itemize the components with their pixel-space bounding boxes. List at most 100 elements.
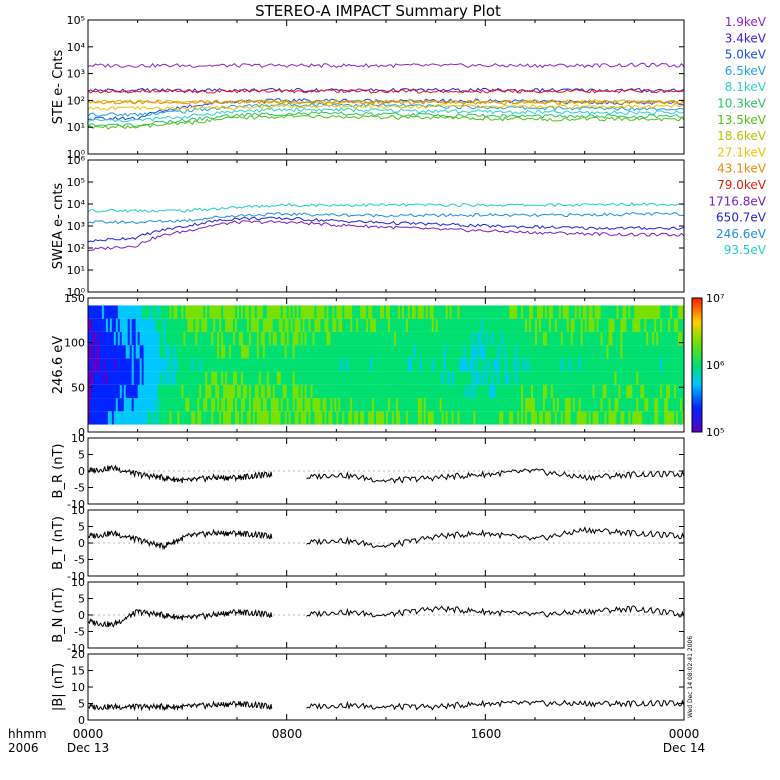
heatmap-cell: [475, 358, 478, 372]
heatmap-cell: [248, 358, 252, 372]
heatmap-cell: [219, 318, 222, 332]
heatmap-cell: [300, 331, 303, 346]
heatmap-cell: [244, 318, 248, 332]
heatmap-cell: [634, 305, 637, 319]
heatmap-cell: [580, 331, 584, 346]
heatmap-cell: [175, 411, 178, 425]
heatmap-cell: [225, 371, 228, 385]
heatmap-cell: [552, 411, 556, 425]
swea-ytick-label: 10³: [67, 220, 85, 233]
heatmap-cell: [362, 371, 365, 385]
heatmap-cell: [213, 411, 216, 425]
heatmap-cell: [497, 371, 500, 385]
heatmap-cell: [399, 305, 403, 319]
heatmap-cell: [151, 371, 154, 385]
heatmap-cell: [483, 358, 486, 372]
heatmap-cell: [407, 398, 411, 412]
bmag-ytick-label: 15: [71, 665, 85, 678]
heatmap-cell: [604, 371, 607, 385]
colorbar-tick-label: 10⁷: [706, 292, 724, 305]
heatmap-cell: [429, 331, 433, 346]
heatmap-cell: [451, 411, 454, 425]
heatmap-cell: [610, 371, 613, 385]
heatmap-cell: [465, 345, 468, 359]
heatmap-cell: [403, 331, 407, 346]
heatmap-cell: [328, 305, 331, 319]
heatmap-cell: [272, 411, 276, 425]
br-ytick-label: -5: [74, 482, 85, 495]
heatmap-cell: [469, 318, 472, 332]
heatmap-cell: [177, 358, 180, 372]
heatmap-cell: [366, 345, 369, 359]
heatmap-cell: [443, 305, 446, 319]
heatmap-cell: [274, 398, 278, 412]
heatmap-cell: [155, 331, 158, 346]
heatmap-cell: [658, 371, 661, 385]
heatmap-cell: [129, 398, 133, 412]
heatmap-cell: [348, 358, 351, 372]
heatmap-cell: [650, 345, 653, 359]
heatmap-cell: [560, 305, 564, 319]
heatmap-cell: [513, 411, 516, 425]
heatmap-cell: [137, 384, 141, 399]
heatmap-cell: [215, 411, 218, 425]
heatmap-cell: [525, 371, 528, 385]
heatmap-cell: [159, 318, 162, 332]
heatmap-cell: [173, 384, 176, 399]
heatmap-cell: [666, 305, 669, 319]
heatmap-cell: [451, 318, 454, 332]
heatmap-cell: [314, 358, 317, 372]
heatmap-cell: [620, 398, 623, 412]
heatmap-cell: [548, 384, 552, 399]
heatmap-cell: [499, 358, 502, 372]
heatmap-cell: [91, 358, 95, 372]
heatmap-cell: [312, 358, 315, 372]
legend-entry: 27.1keV: [717, 145, 767, 159]
heatmap-cell: [610, 384, 613, 399]
heatmap-cell: [288, 331, 292, 346]
heatmap-cell: [201, 358, 204, 372]
bmag-series-line: [306, 699, 685, 711]
heatmap-cell: [602, 411, 605, 425]
heatmap-cell: [296, 318, 299, 332]
heatmap-cell: [618, 331, 621, 346]
heatmap-cell: [542, 345, 546, 359]
heatmap-cell: [221, 411, 224, 425]
heatmap-cell: [246, 411, 250, 425]
heatmap-cell: [642, 345, 645, 359]
heatmap-cell: [131, 384, 135, 399]
heatmap-cell: [344, 411, 347, 425]
bt-ytick-label: 5: [78, 521, 85, 534]
heatmap-cell: [445, 398, 448, 412]
heatmap-cell: [147, 305, 150, 319]
heatmap-cell: [298, 411, 301, 425]
heatmap-cell: [262, 345, 266, 359]
heatmap-cell: [282, 345, 286, 359]
legend-entry: 79.0keV: [717, 178, 767, 192]
heatmap-cell: [93, 398, 97, 412]
heatmap-cell: [304, 384, 307, 399]
heatmap-cell: [252, 345, 256, 359]
heatmap-cell: [668, 305, 671, 319]
heatmap-cell: [505, 305, 508, 319]
heatmap-cell: [95, 384, 99, 399]
heatmap-cell: [463, 371, 466, 385]
heatmap-cell: [382, 318, 385, 332]
heatmap-cell: [632, 384, 635, 399]
heatmap-cell: [205, 384, 208, 399]
heatmap-cell: [368, 331, 371, 346]
heatmap-cell: [515, 398, 518, 412]
heatmap-cell: [235, 318, 238, 332]
heatmap-cell: [240, 398, 244, 412]
heatmap-cell: [531, 318, 534, 332]
heatmap-cell: [272, 331, 276, 346]
heatmap-cell: [588, 384, 592, 399]
heatmap-cell: [540, 398, 544, 412]
heatmap-cell: [403, 305, 407, 319]
heatmap-cell: [173, 318, 176, 332]
heatmap-cell: [215, 305, 218, 319]
heatmap-cell: [501, 398, 504, 412]
heatmap-cell: [680, 384, 683, 399]
heatmap-cell: [302, 345, 305, 359]
heatmap-cell: [437, 358, 441, 372]
